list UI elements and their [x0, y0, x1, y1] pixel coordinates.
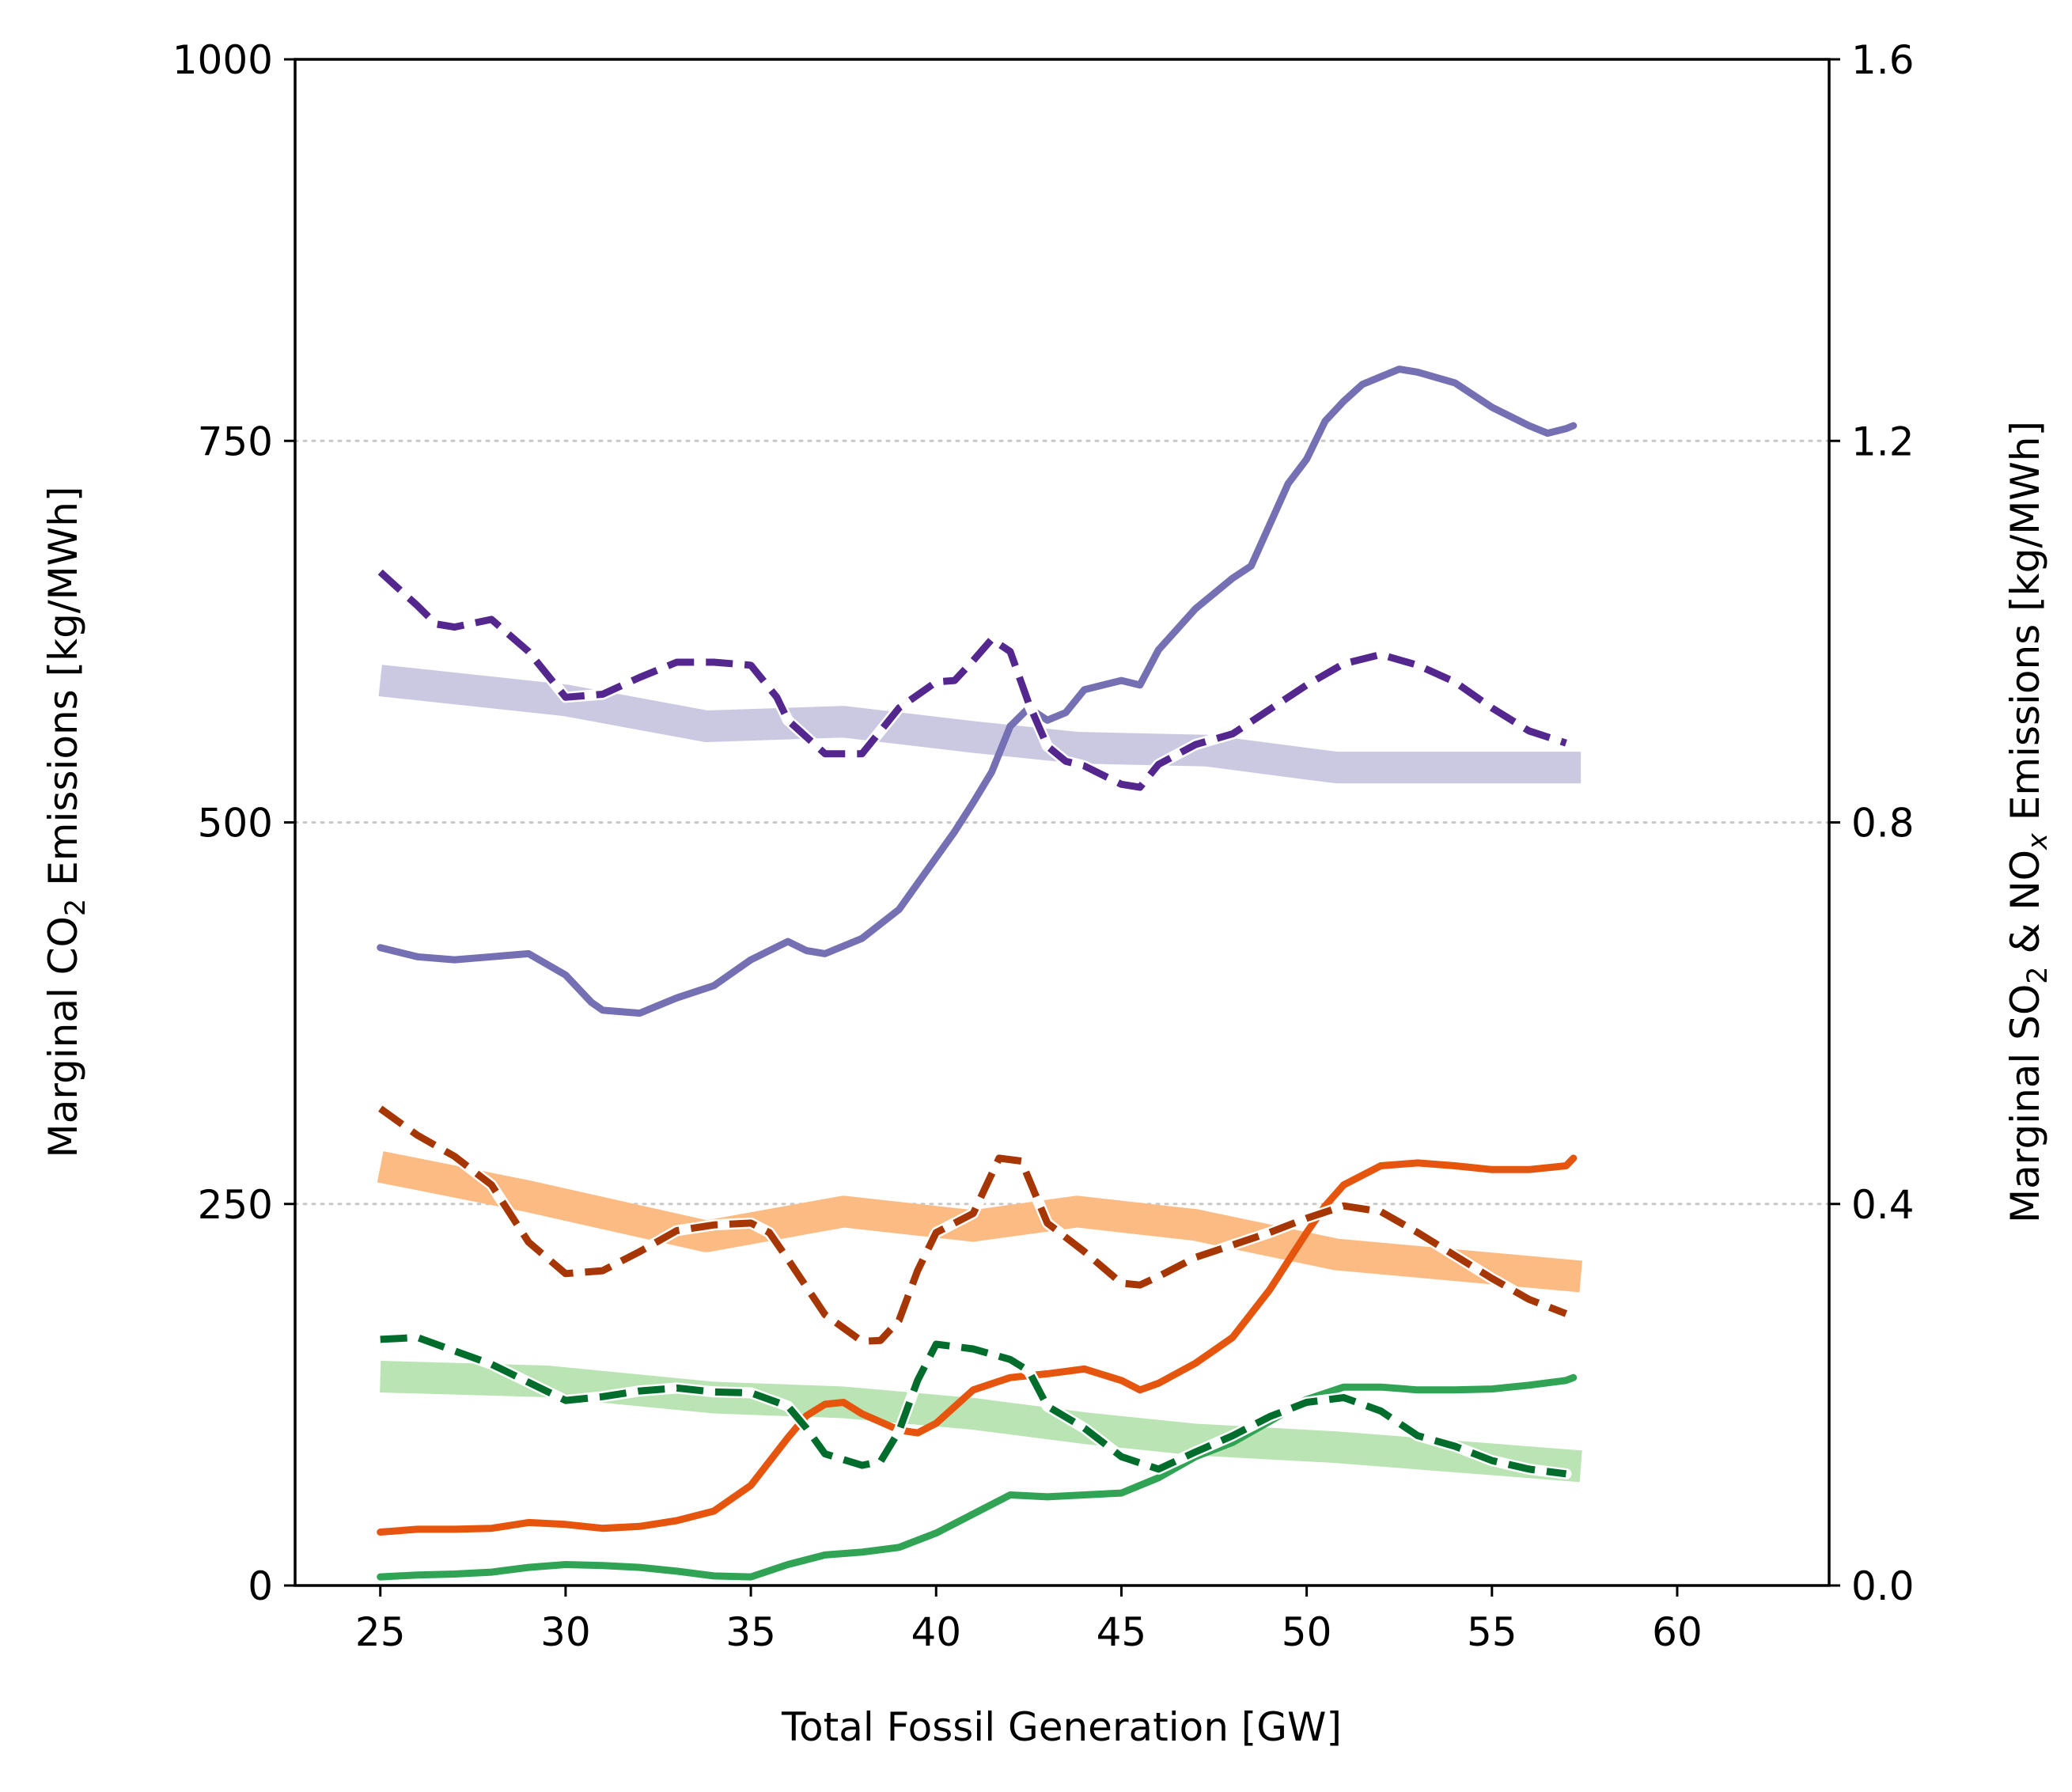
y-tick-label-right: 0.8 [1851, 801, 1915, 847]
y-tick-label-right: 0.0 [1851, 1563, 1915, 1609]
series-band-0 [378, 665, 1581, 784]
series-dashed-8 [380, 1334, 1567, 1478]
y-tick-label-left: 750 [198, 419, 273, 464]
y-tick-label-right: 1.6 [1851, 37, 1915, 83]
x-tick-label: 35 [725, 1609, 776, 1655]
series-lines [374, 366, 1582, 1581]
series-dashed-4 [377, 569, 1567, 791]
x-tick-label: 40 [911, 1609, 961, 1655]
series-line-7 [377, 1373, 1578, 1581]
x-axis-label: Total Fossil Generation [GW] [781, 1704, 1342, 1750]
x-tick-label: 50 [1282, 1609, 1332, 1655]
series-line-3 [377, 366, 1578, 1017]
y-tick-label-left: 0 [248, 1563, 273, 1609]
y-tick-label-right: 1.2 [1851, 419, 1915, 464]
x-tick-label: 25 [355, 1609, 406, 1655]
series-line-5 [377, 1154, 1578, 1536]
y-axis-label-left: Marginal CO2 Emissions [kg/MWh] [40, 487, 92, 1158]
x-tick-label: 45 [1097, 1609, 1147, 1655]
y-tick-label-left: 250 [198, 1182, 273, 1228]
x-tick-label: 55 [1467, 1609, 1517, 1655]
series-band-1 [377, 1151, 1582, 1293]
y-tick-label-left: 500 [198, 801, 273, 847]
x-tick-label: 30 [540, 1609, 591, 1655]
x-tick-label: 60 [1652, 1609, 1703, 1655]
series-band-2 [380, 1361, 1582, 1483]
y-tick-label-left: 1000 [172, 37, 273, 83]
y-axis-label-right: Marginal SO2 & NOx Emissions [kg/MWh] [2002, 421, 2054, 1223]
y-tick-label-right: 0.4 [1851, 1182, 1915, 1228]
axis-ticks: 25 30 35 40 45 50 55 60 0 250 500 750 1000 0.0 0.4 0.8 1… [172, 37, 1915, 1655]
grid-lines [294, 439, 1831, 1206]
series-dashed-6 [378, 1105, 1568, 1345]
